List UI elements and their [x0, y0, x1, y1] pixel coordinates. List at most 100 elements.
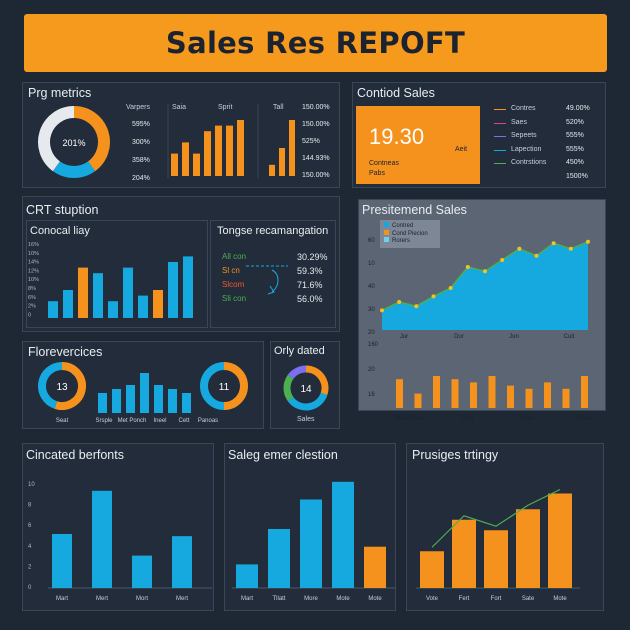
panel-title: Conocal liay — [30, 225, 90, 237]
bar — [581, 376, 588, 408]
data-point — [397, 300, 402, 304]
legend-swatch — [494, 109, 506, 110]
bar — [171, 153, 178, 176]
bar — [132, 555, 152, 588]
tick-label: Sate — [522, 596, 535, 602]
tick-label: Tllatt — [272, 596, 285, 602]
tick-label: 6% — [28, 295, 36, 301]
bar — [396, 379, 403, 408]
bar — [108, 301, 118, 318]
bar — [364, 546, 386, 588]
legend-swatch — [384, 229, 389, 235]
legend-swatch — [384, 222, 389, 227]
donut-segment — [287, 392, 328, 411]
tick-label: Met Ponch — [118, 418, 147, 424]
donut-segment — [38, 106, 75, 172]
bar — [269, 164, 275, 176]
tick-label: Cett — [178, 418, 189, 424]
data-point — [517, 246, 522, 251]
panel-title: Tongse recamangation — [217, 225, 329, 237]
panel-title: Florevercices — [28, 345, 103, 359]
donut-caption: Seat — [56, 418, 69, 424]
bar — [112, 389, 121, 413]
row-label: Slcom — [222, 280, 245, 289]
row-label: Contrstions — [511, 159, 547, 166]
tick-label: Mart — [241, 596, 253, 602]
row-value: 555% — [566, 145, 584, 153]
bar — [516, 509, 540, 588]
panel-title: Contiod Sales — [357, 86, 435, 100]
tick-label: 160 — [368, 342, 379, 348]
metric-value: 144.93% — [302, 155, 330, 162]
data-point — [431, 294, 436, 299]
bar — [562, 388, 570, 408]
row-label: Sl cn — [222, 266, 240, 275]
tick-label: Dur — [454, 334, 464, 340]
bar — [414, 393, 422, 408]
donut-segment — [200, 362, 225, 410]
trend-line — [431, 488, 561, 548]
bar — [488, 376, 496, 408]
bar — [507, 385, 514, 408]
row-label: Lapection — [511, 145, 542, 153]
tick-label: 6 — [28, 523, 32, 529]
tick-label: Cuited — [575, 416, 592, 422]
tick-label: Ineel — [153, 418, 166, 424]
tick-label: Mert — [96, 596, 108, 602]
tick-label: 2% — [28, 304, 36, 310]
bar — [300, 499, 322, 588]
tick-label: 0 — [28, 312, 31, 318]
donut-segment — [52, 161, 96, 178]
legend-swatch — [494, 122, 506, 124]
bar — [154, 385, 163, 413]
column-header: Saia — [172, 104, 187, 111]
bar — [237, 120, 244, 176]
bar — [193, 153, 200, 176]
metric-value: 204% — [132, 175, 150, 182]
column-header: Tall — [273, 104, 284, 111]
florevercices-chart: 13 Seat 11 Srsple Met Ponch Ineel Cett Panoas — [38, 362, 248, 424]
bar — [215, 125, 222, 176]
tick-label: 16% — [28, 242, 39, 248]
data-point — [500, 258, 505, 262]
data-point — [586, 239, 590, 244]
column-header: Varpers — [126, 104, 150, 111]
bar — [168, 389, 177, 413]
row-label: All con — [222, 252, 247, 261]
bar — [451, 379, 459, 408]
donut-orly-dated: 14 — [283, 365, 329, 411]
tick-label: 8% — [28, 286, 36, 292]
tick-label: 20 — [368, 367, 375, 373]
row-label: Contres — [511, 105, 536, 112]
tick-label: Tones — [518, 416, 534, 422]
donut-florevercices-b: 11 — [200, 362, 248, 410]
row-value: 71.6% — [297, 280, 323, 290]
bar — [140, 373, 149, 413]
tick-label: Mote — [336, 596, 350, 602]
legend-swatch — [384, 237, 389, 242]
bar — [98, 393, 107, 413]
panel-title: Saleg emer clestion — [228, 448, 338, 462]
bar — [168, 262, 178, 318]
tick-label: Jun — [509, 334, 519, 340]
data-point — [380, 308, 384, 313]
donut-segment — [54, 362, 86, 410]
tick-label: Mert — [176, 596, 188, 602]
tick-label: 0 — [28, 585, 32, 591]
metric-value: 595% — [132, 121, 150, 128]
panel-title: Prusiges trtingy — [412, 448, 499, 462]
panel-title: Cincated berfonts — [26, 448, 124, 462]
row-value: 555% — [566, 132, 584, 139]
row-value: 520% — [566, 118, 584, 126]
metric-value: 150.00% — [302, 121, 330, 128]
column-header: Sprit — [218, 104, 233, 111]
kpi-box: 19.30 Aeit Contneas Pabs — [356, 106, 480, 184]
donut-center-label: 14 — [300, 384, 312, 395]
report-title: Sales Res REPOFT — [165, 26, 466, 60]
tick-label: 10 — [368, 261, 375, 267]
bar — [123, 267, 133, 318]
data-point — [483, 269, 487, 274]
bar — [420, 551, 444, 588]
bar — [182, 142, 189, 176]
kpi-caption: Contneas — [369, 160, 399, 167]
